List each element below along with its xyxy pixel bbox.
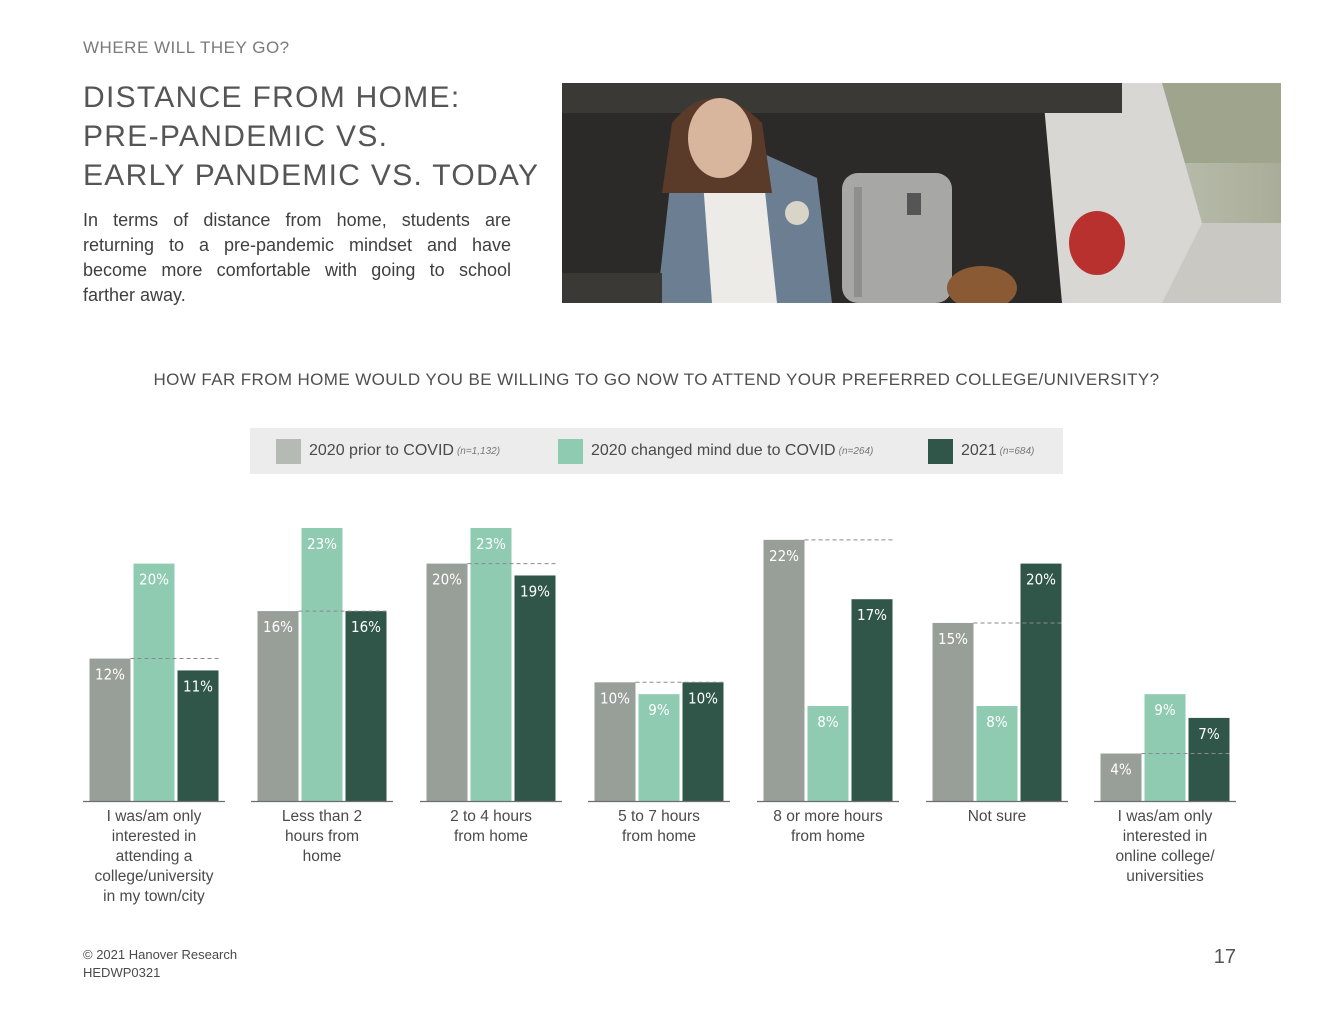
bar-value-label: 9% <box>648 701 670 719</box>
category-label-line: interested in <box>1122 828 1208 845</box>
bar <box>133 563 175 801</box>
chart-legend: 2020 prior to COVID (n=1,132) 2020 chang… <box>250 428 1063 474</box>
legend-swatch <box>558 438 583 464</box>
bar <box>514 575 556 801</box>
legend-item-prior-covid: 2020 prior to COVID (n=1,132) <box>276 428 500 474</box>
bar <box>177 670 219 801</box>
bar <box>1020 563 1062 801</box>
category-label-line: Less than 2 <box>281 808 363 825</box>
legend-sample-size: (n=1,132) <box>456 445 501 457</box>
legend-label: 2020 prior to COVID <box>309 442 454 459</box>
copyright: © 2021 Hanover Research <box>83 947 238 962</box>
bar-value-label: 16% <box>263 618 293 636</box>
bar-value-label: 10% <box>688 689 718 707</box>
bar-value-label: 20% <box>1026 571 1056 589</box>
category-label-line: attending a <box>115 848 193 865</box>
bar <box>763 539 805 801</box>
legend-sample-size: (n=684) <box>999 445 1035 457</box>
category-label: 8 or more hours from home <box>753 807 903 847</box>
category-label-line: online college/ <box>1115 848 1215 865</box>
category-label-line: I was/am only <box>106 808 202 825</box>
bar <box>976 706 1018 801</box>
category-label-line: from home <box>453 828 529 845</box>
title-line: PRE-PANDEMIC VS. <box>83 120 389 153</box>
legend-swatch <box>276 438 301 464</box>
bar-value-label: 8% <box>817 713 839 731</box>
category-label: I was/am only interested in online college… <box>1090 807 1240 887</box>
category-label-line: interested in <box>111 828 197 845</box>
bar-value-label: 9% <box>1154 701 1176 719</box>
category-label-line: Not sure <box>967 808 1027 825</box>
bar <box>851 599 893 801</box>
legend-sample-size: (n=264) <box>838 445 874 457</box>
bar-value-label: 17% <box>857 606 887 624</box>
footer: © 2021 Hanover Research HEDWP0321 <box>83 946 237 982</box>
bar-value-label: 19% <box>520 582 550 600</box>
bar <box>638 694 680 801</box>
category-label-line: from home <box>621 828 697 845</box>
category-label-line: from home <box>790 828 866 845</box>
bar <box>932 622 974 801</box>
category-label-line: 2 to 4 hours <box>450 808 532 825</box>
category-label: I was/am only interested in attending a col… <box>79 807 229 907</box>
title-line: EARLY PANDEMIC VS. TODAY <box>83 159 540 192</box>
legend-item-changed-mind: 2020 changed mind due to COVID (n=264) <box>558 428 873 474</box>
bar <box>1144 694 1186 801</box>
bar-value-label: 10% <box>600 689 630 707</box>
category-label-line: 8 or more hours <box>773 808 883 825</box>
student-with-suitcase-illustration <box>562 83 1281 303</box>
intro-paragraph: In terms of distance from home, students… <box>83 210 511 305</box>
bar-value-label: 16% <box>351 618 381 636</box>
category-label-line: I was/am only <box>1117 808 1213 825</box>
page-title: DISTANCE FROM HOME: PRE-PANDEMIC VS. EAR… <box>83 78 543 195</box>
bar <box>301 527 343 801</box>
bar <box>1100 753 1142 801</box>
bar-value-label: 15% <box>938 630 968 648</box>
bar-value-label: 4% <box>1110 761 1132 779</box>
legend-label: 2021 <box>961 442 997 459</box>
bar-value-label: 22% <box>769 547 799 565</box>
hero-photo <box>562 83 1281 303</box>
bar-value-label: 20% <box>139 571 169 589</box>
bar <box>345 611 387 801</box>
bar-value-label: 8% <box>986 713 1008 731</box>
legend-label: 2020 changed mind due to COVID <box>591 442 836 459</box>
bar <box>1188 717 1230 801</box>
category-label-line: home <box>302 848 342 865</box>
document-code: HEDWP0321 <box>83 965 161 980</box>
bar <box>682 682 724 801</box>
bar <box>89 658 131 801</box>
bar-value-label: 23% <box>307 535 337 553</box>
category-label-line: 5 to 7 hours <box>618 808 700 825</box>
category-label: 5 to 7 hours from home <box>584 807 734 847</box>
bar-value-label: 11% <box>183 677 213 695</box>
bar <box>470 527 512 801</box>
title-line: DISTANCE FROM HOME: <box>83 81 461 114</box>
bar <box>426 563 468 801</box>
category-label-line: universities <box>1126 868 1204 885</box>
bar-value-label: 12% <box>95 666 125 684</box>
category-label-line: in my town/city <box>103 888 205 905</box>
bar <box>257 611 299 801</box>
bar-value-label: 23% <box>476 535 506 553</box>
category-label: 2 to 4 hours from home <box>416 807 566 847</box>
legend-item-2021: 2021 (n=684) <box>928 428 1034 474</box>
chart-title: HOW FAR FROM HOME WOULD YOU BE WILLING T… <box>153 370 1160 389</box>
category-label-line: college/university <box>94 868 214 885</box>
category-label: Less than 2 hours from home <box>247 807 397 867</box>
section-kicker: WHERE WILL THEY GO? <box>83 38 290 57</box>
category-label-line: hours from <box>284 828 360 845</box>
page-number: 17 <box>1213 946 1236 968</box>
bar-value-label: 7% <box>1198 725 1220 743</box>
bar-value-label: 20% <box>432 571 462 589</box>
legend-swatch <box>928 438 953 464</box>
category-label: Not sure <box>922 807 1072 827</box>
bar <box>594 682 636 801</box>
bar <box>807 706 849 801</box>
